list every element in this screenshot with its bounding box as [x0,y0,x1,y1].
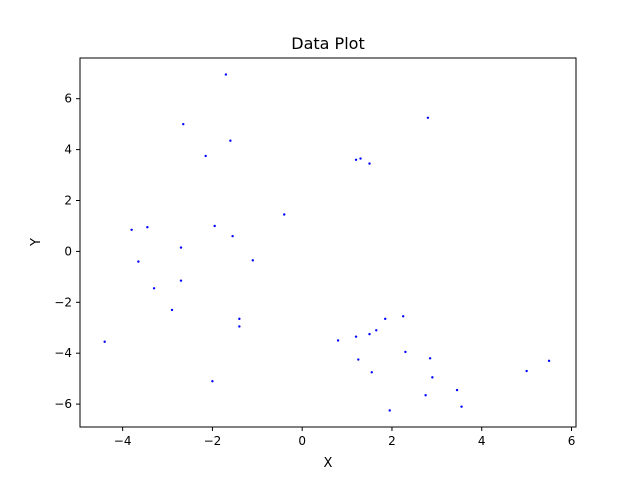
x-axis-label: X [324,456,333,471]
data-point [211,379,214,383]
data-point [388,409,391,412]
data-point [179,246,183,249]
data-point [401,315,405,318]
points-layer [103,73,551,412]
y-axis: −6 −4 −2 0 2 4 6 [54,92,80,411]
data-point [204,154,207,158]
data-point [103,340,106,343]
y-tick-label: −6 [54,397,72,411]
data-point [384,317,387,321]
data-point [426,116,430,120]
data-point [130,228,133,231]
data-point [431,376,434,379]
data-point [428,357,432,360]
data-point [238,317,241,321]
plot-area [79,57,577,428]
data-point [368,332,371,336]
data-point [460,405,463,408]
chart-title: Data Plot [291,34,364,53]
data-point [357,358,360,361]
data-point [146,226,149,229]
data-point [251,259,255,262]
data-point [547,359,551,363]
x-tick-label: −4 [114,434,132,448]
data-point [368,162,371,165]
y-tick-label: −4 [54,346,72,360]
data-point [283,213,286,216]
x-tick-label: 4 [478,434,486,448]
data-point [359,157,362,160]
data-point [525,369,528,373]
data-point [182,122,185,126]
data-point [231,234,234,238]
data-point [424,393,427,397]
data-point [354,335,358,338]
y-tick-label: 0 [64,244,72,258]
x-tick-label: −2 [204,434,222,448]
x-axis: −4 −2 0 2 4 6 [114,427,576,448]
x-tick-label: 0 [298,434,306,448]
data-point [170,308,174,312]
y-axis-label: Y [29,238,44,247]
y-tick-label: 2 [64,194,72,208]
data-point [229,139,232,142]
data-point [179,279,183,282]
data-point [455,388,459,392]
data-point [152,287,156,290]
x-tick-label: 6 [568,434,576,448]
data-point [137,260,140,263]
data-point [354,158,358,161]
plot-frame [79,57,577,428]
data-point [213,224,216,228]
data-point [238,325,241,328]
data-point [370,371,373,374]
data-point [336,339,340,342]
y-tick-label: 4 [64,143,72,157]
data-point [375,329,378,332]
data-point [404,350,407,354]
y-tick-label: −2 [54,295,72,309]
data-point [224,73,228,76]
x-tick-label: 2 [388,434,396,448]
y-tick-label: 6 [64,92,72,106]
